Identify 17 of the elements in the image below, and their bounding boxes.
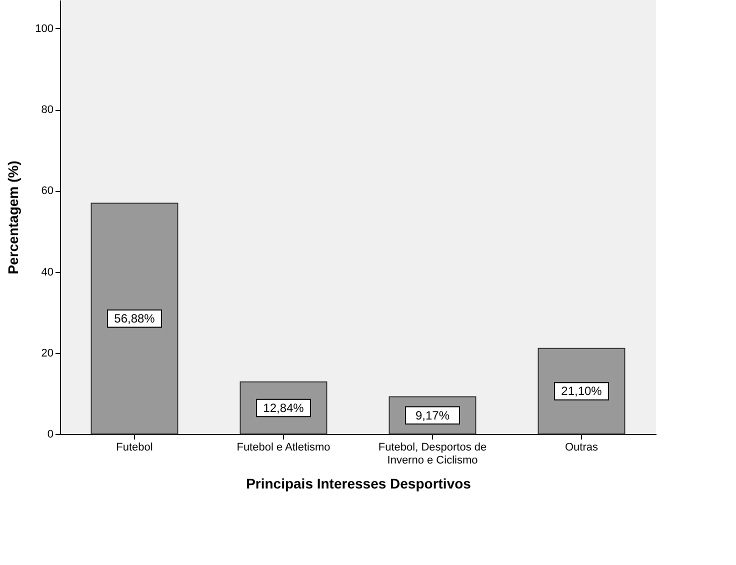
y-tick-label: 40 [41, 266, 54, 278]
y-tick-label: 20 [41, 347, 54, 360]
x-axis-title: Principais Interesses Desportivos [246, 476, 472, 492]
y-tick-label: 60 [41, 185, 54, 198]
data-label: 56,88% [114, 312, 156, 326]
data-label: 12,84% [263, 400, 304, 415]
x-tick-label: Futebol [116, 442, 153, 454]
y-axis-title: Percentagem (%) [5, 160, 22, 274]
x-tick-label: Futebol e Atletismo [236, 442, 330, 454]
data-label: 21,10% [561, 384, 602, 398]
x-tick-label: Outras [564, 442, 599, 454]
x-tick-label: Futebol, Desportos de Inverno e Ciclismo [378, 442, 487, 466]
y-tick-label: 0 [47, 428, 54, 440]
data-label: 9,17% [415, 408, 450, 422]
bar [90, 202, 178, 434]
y-tick-label: 80 [41, 104, 54, 116]
y-tick-label: 100 [35, 22, 54, 35]
